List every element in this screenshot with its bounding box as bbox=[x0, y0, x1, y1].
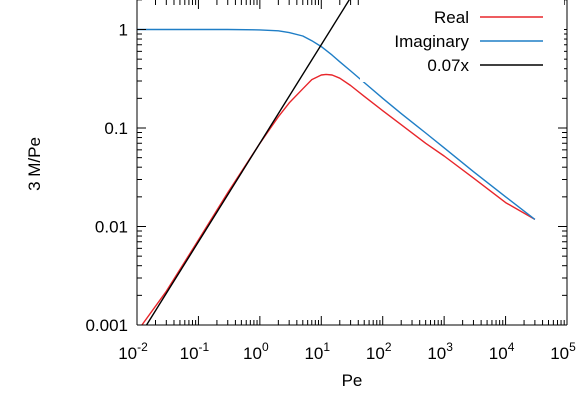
legend-label-2: 0.07x bbox=[427, 56, 469, 75]
x-tick-label: 105 bbox=[550, 340, 576, 363]
x-tick-label: 102 bbox=[366, 340, 392, 363]
y-tick-labels: 0.001 0.01 0.1 1 bbox=[85, 21, 128, 336]
y-tick-label: 0.001 bbox=[85, 316, 128, 335]
series-line-1 bbox=[137, 28, 536, 220]
y-tick-label: 1 bbox=[119, 21, 128, 40]
y-axis-title: 3 M/Pe bbox=[25, 137, 44, 191]
x-tick-label: 101 bbox=[304, 340, 330, 363]
x-tick-label: 103 bbox=[427, 340, 453, 363]
x-tick-labels: 10-2 10-1 100 101 102 103 104 105 bbox=[118, 340, 576, 363]
series-layer bbox=[137, 0, 536, 325]
legend: Real Imaginary 0.07x bbox=[394, 8, 543, 75]
x-axis-title: Pe bbox=[342, 371, 363, 390]
legend-label-1: Imaginary bbox=[394, 32, 469, 51]
y-tick-label: 0.1 bbox=[104, 119, 128, 138]
x-tick-label: 100 bbox=[243, 340, 269, 363]
x-tick-label: 10-1 bbox=[180, 340, 210, 363]
x-tick-label: 10-2 bbox=[118, 340, 148, 363]
x-tick-label: 104 bbox=[489, 340, 515, 363]
series-line-2 bbox=[145, 0, 350, 325]
y-tick-label: 0.01 bbox=[95, 218, 128, 237]
legend-label-0: Real bbox=[434, 8, 469, 27]
